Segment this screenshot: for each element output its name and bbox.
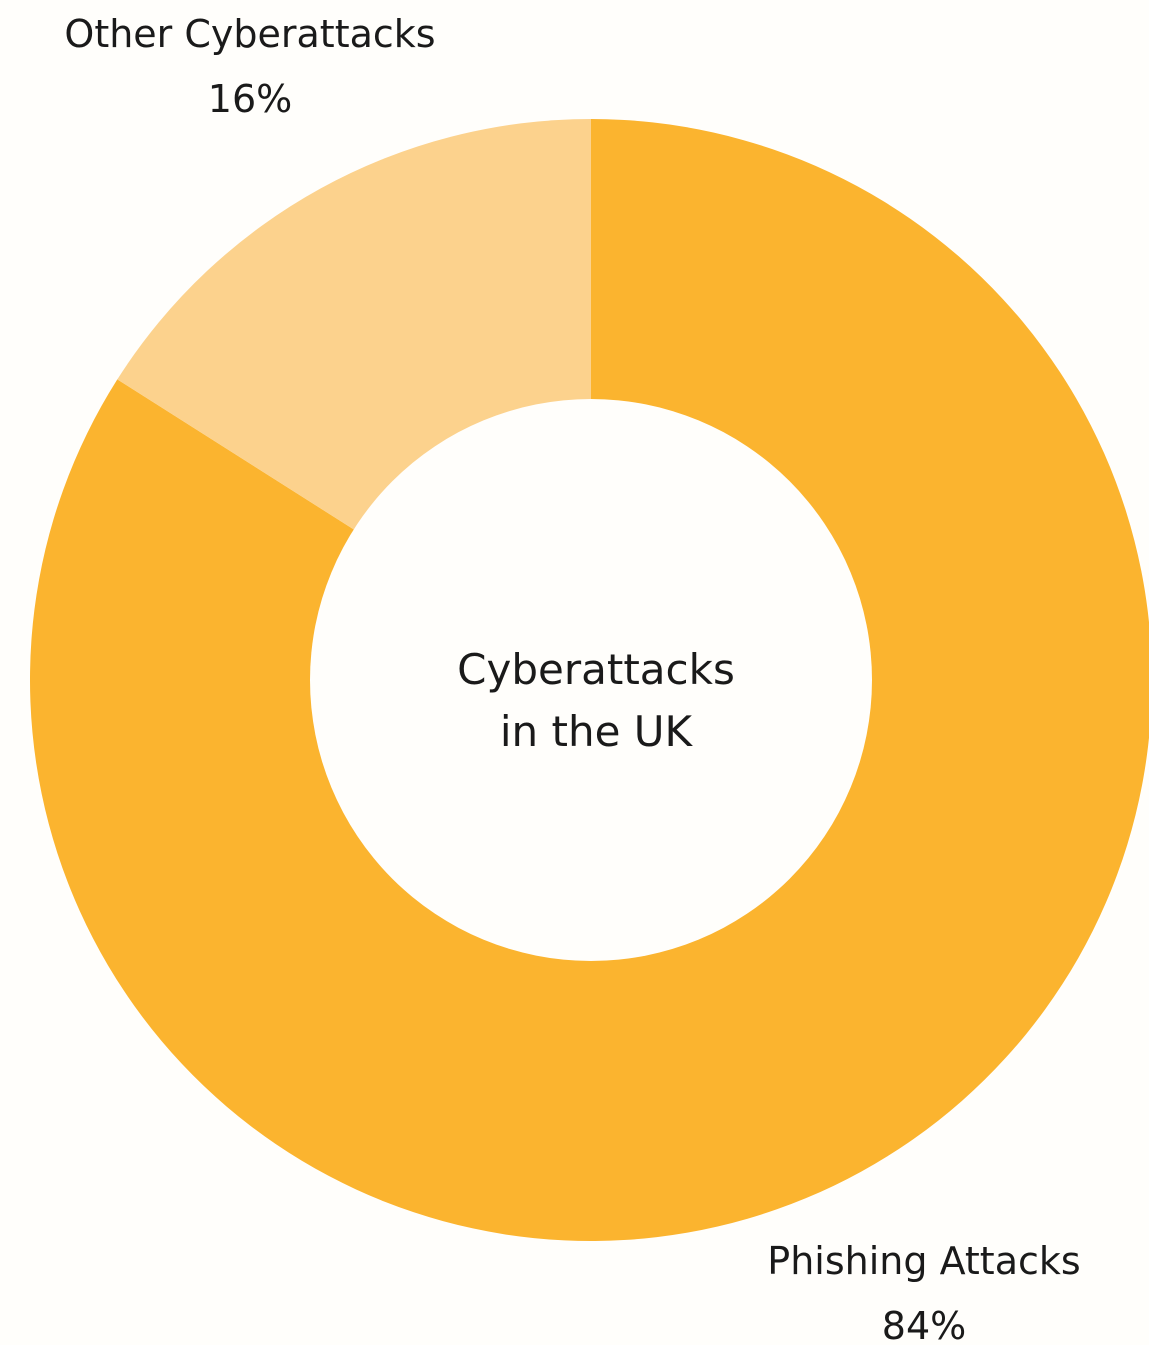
center-label-line-2: in the UK: [500, 707, 694, 756]
slice-label-phishing-attacks: Phishing Attacks: [767, 1239, 1080, 1283]
center-label-line-1: Cyberattacks: [457, 645, 735, 694]
donut-hole: [310, 399, 872, 961]
slice-label-other-cyberattacks: Other Cyberattacks: [64, 12, 435, 56]
slice-value-other-cyberattacks: 16%: [208, 77, 292, 121]
slice-value-phishing-attacks: 84%: [882, 1304, 966, 1345]
